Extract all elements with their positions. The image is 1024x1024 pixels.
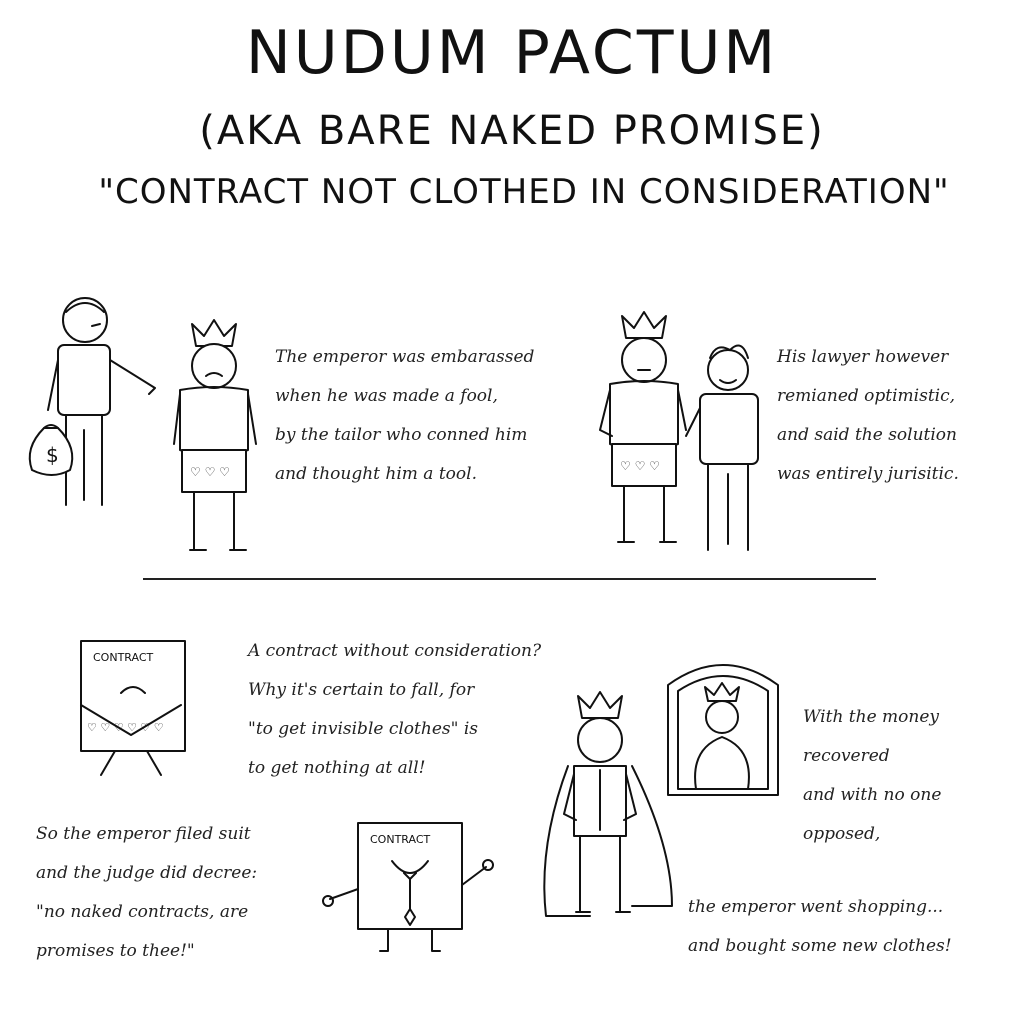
heart-icon: ♡ ♡ ♡ ♡ ♡ ♡ <box>87 721 164 734</box>
panel1-caption-line: by the tailor who conned him <box>275 425 528 445</box>
panel1-caption-line: when he was made a fool, <box>275 386 498 406</box>
heart-icon: ♡ ♡ ♡ <box>190 465 230 479</box>
contract-character-happy: CONTRACT <box>318 815 508 965</box>
panel-divider <box>143 578 876 580</box>
panel5-caption-line: and bought some new clothes! <box>688 936 952 956</box>
comic-title: NUDUM PACTUM <box>245 18 779 88</box>
emperor-figure: ♡ ♡ ♡ <box>590 310 700 550</box>
panel4-caption-line: and the judge did decree: <box>36 863 258 883</box>
panel4-caption-line: "no naked contracts, are <box>36 902 249 922</box>
panel3-caption-line: Why it's certain to fall, for <box>248 680 475 700</box>
panel2-caption-line: was entirely jurisitic. <box>777 464 959 484</box>
panel5-caption-line: With the money <box>803 707 940 727</box>
panel4-caption: So the emperor filed suit and the judge … <box>36 815 257 971</box>
panel2-caption-line: and said the solution <box>777 425 957 445</box>
panel4-caption-line: promises to thee!" <box>36 941 195 961</box>
panel3-caption-line: A contract without consideration? <box>248 641 542 661</box>
panel1-caption-line: and thought him a tool. <box>275 464 477 484</box>
comic-tagline: "CONTRACT NOT CLOTHED IN CONSIDERATION" <box>98 172 950 212</box>
panel2-caption: His lawyer however remianed optimistic, … <box>777 338 959 494</box>
money-bag-icon: $ <box>26 420 76 480</box>
panel5-caption-top: With the money recovered and with no one… <box>803 698 941 854</box>
panel5-caption-bottom: the emperor went shopping... and bought … <box>688 888 952 966</box>
panel1-caption: The emperor was embarassed when he was m… <box>275 338 534 494</box>
money-bag-symbol: $ <box>46 443 59 467</box>
comic-subtitle: (AKA BARE NAKED PROMISE) <box>199 108 825 154</box>
panel4-caption-line: So the emperor filed suit <box>36 824 251 844</box>
mirror-frame <box>658 655 788 805</box>
panel3-caption-line: "to get invisible clothes" is <box>248 719 478 739</box>
panel5-caption-line: recovered <box>803 746 890 766</box>
panel5-caption-line: the emperor went shopping... <box>688 897 944 917</box>
crown-icon <box>578 692 622 718</box>
contract-character-sad: CONTRACT ♡ ♡ ♡ ♡ ♡ ♡ <box>75 635 195 785</box>
panel5-caption-line: and with no one <box>803 785 942 805</box>
panel3-caption-line: to get nothing at all! <box>248 758 426 778</box>
crown-icon <box>705 683 739 701</box>
lawyer-figure <box>678 340 778 560</box>
crown-icon <box>622 312 666 338</box>
heart-icon: ♡ ♡ ♡ <box>620 459 660 473</box>
panel2-caption-line: His lawyer however <box>777 347 949 367</box>
panel5-caption-line: opposed, <box>803 824 881 844</box>
contract-label: CONTRACT <box>370 833 430 846</box>
tailor-figure <box>30 290 150 510</box>
panel1-caption-line: The emperor was embarassed <box>275 347 535 367</box>
crown-icon <box>192 320 236 346</box>
contract-label: CONTRACT <box>93 651 153 664</box>
panel2-caption-line: remianed optimistic, <box>777 386 956 406</box>
panel3-caption: A contract without consideration? Why it… <box>248 632 541 788</box>
emperor-figure: ♡ ♡ ♡ <box>160 318 270 558</box>
clothed-emperor-figure <box>540 690 690 930</box>
